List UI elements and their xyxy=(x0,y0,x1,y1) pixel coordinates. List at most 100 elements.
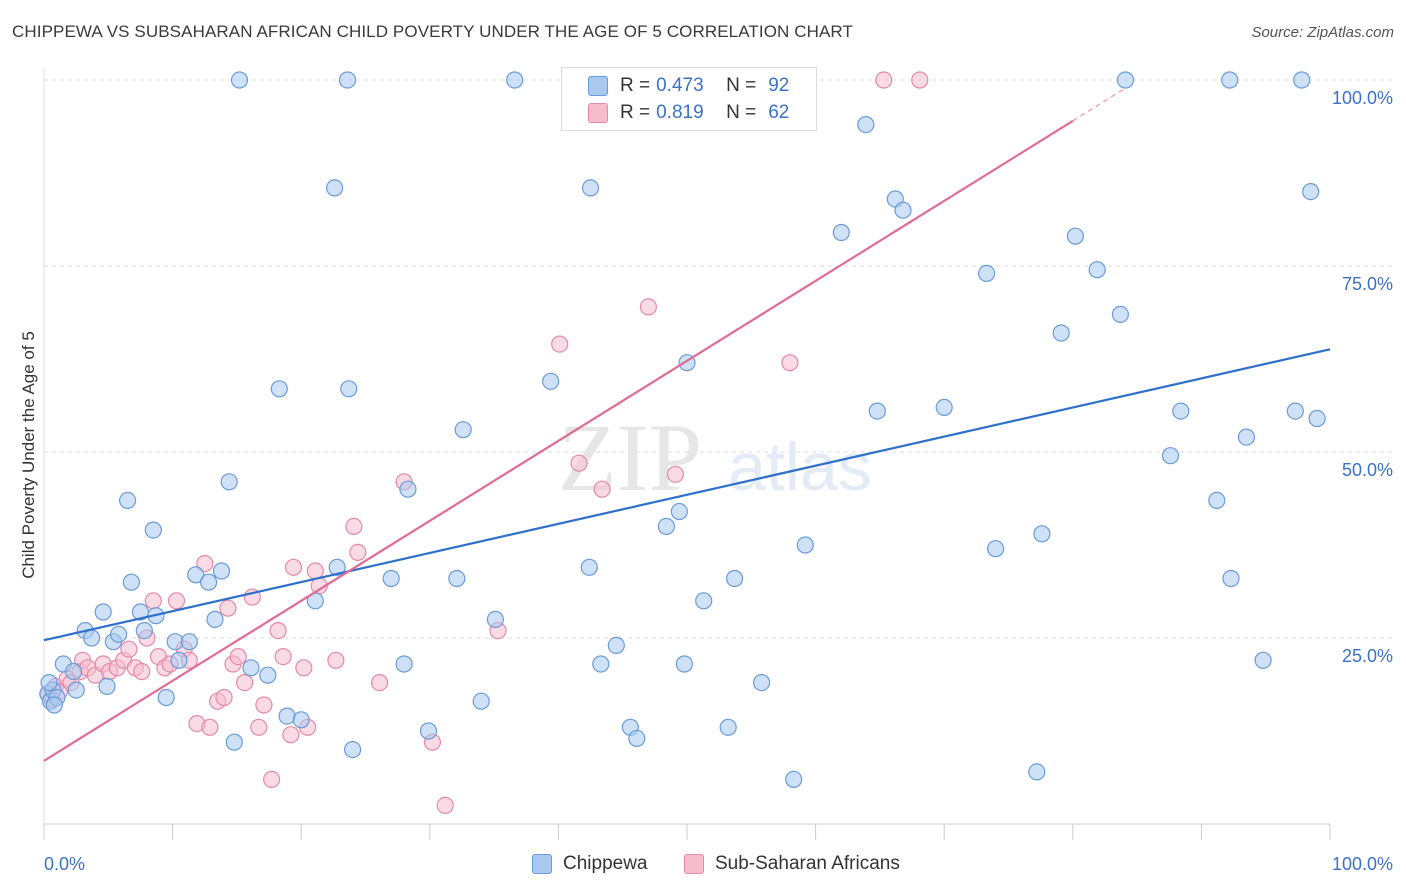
chippewa-point xyxy=(67,681,85,699)
legend-label-subsaharan: Sub-Saharan Africans xyxy=(715,853,900,874)
chippewa-point xyxy=(419,722,438,740)
subsaharan-point xyxy=(436,796,454,815)
subsaharan-point xyxy=(327,651,345,669)
chippewa-point xyxy=(1116,71,1135,89)
chippewa-point xyxy=(270,380,288,398)
chippewa-point xyxy=(506,71,524,89)
subsaharan-point xyxy=(345,517,363,536)
subsaharan-point xyxy=(219,599,237,617)
chippewa-point xyxy=(399,480,417,498)
subsaharan-point xyxy=(875,71,893,89)
points-layer xyxy=(39,71,1326,815)
chippewa-point xyxy=(472,692,490,710)
chippewa-point xyxy=(486,610,504,629)
chippewa-point xyxy=(1222,569,1240,588)
trend-layer xyxy=(43,88,1331,762)
legend-label-chippewa: Chippewa xyxy=(563,853,648,874)
chippewa-point xyxy=(832,223,850,242)
chippewa-point xyxy=(64,662,83,681)
y-axis-label: Child Poverty Under the Age of 5 xyxy=(19,331,38,579)
chippewa-point xyxy=(340,380,358,398)
chippewa-point xyxy=(1254,651,1272,669)
subsaharan-trend-extension xyxy=(1072,88,1125,122)
chippewa-point xyxy=(1052,324,1070,342)
legend-swatch-subsaharan xyxy=(588,103,608,123)
chippewa-point xyxy=(1028,763,1046,781)
subsaharan-point xyxy=(284,558,303,576)
chippewa-point xyxy=(1088,261,1106,279)
subsaharan-point xyxy=(666,465,685,483)
legend-n-value-chippewa: 92 xyxy=(768,75,790,96)
axis-layer: 25.0% 50.0% 75.0% 100.0% 0.0% 100.0% xyxy=(43,68,1393,874)
subsaharan-point xyxy=(229,647,247,666)
chippewa-point xyxy=(1308,409,1326,428)
chippewa-point xyxy=(977,264,996,282)
chippewa-point xyxy=(670,502,688,521)
series-legend-chippewa: Chippewa xyxy=(532,851,648,877)
subsaharan-point xyxy=(167,592,186,610)
chippewa-point xyxy=(338,71,357,89)
chippewa-point xyxy=(725,569,744,588)
chippewa-point xyxy=(796,536,814,554)
subsaharan-point xyxy=(250,718,268,736)
chippewa-point xyxy=(187,566,205,584)
subsaharan-point xyxy=(236,673,254,692)
legend-swatch-chippewa xyxy=(588,76,608,96)
chippewa-point xyxy=(1208,491,1226,509)
subsaharan-point xyxy=(255,696,273,714)
chippewa-point xyxy=(935,398,953,416)
chippewa-point xyxy=(200,573,218,591)
subsaharan-point xyxy=(282,726,300,744)
chippewa-point xyxy=(1286,402,1304,420)
subsaharan-point xyxy=(196,554,214,573)
chippewa-point xyxy=(675,655,694,673)
chippewa-point xyxy=(344,740,362,759)
chippewa-point xyxy=(1302,183,1320,201)
chippewa-point xyxy=(454,421,472,439)
x-tick-label: 100.0% xyxy=(1332,854,1393,874)
chippewa-point xyxy=(542,372,560,390)
legend-row-subsaharan: R = 0.819 N = 62 xyxy=(588,100,789,126)
chippewa-point xyxy=(326,179,344,197)
chippewa-point xyxy=(45,696,63,714)
y-tick-label: 100.0% xyxy=(1332,88,1393,108)
legend-swatch-chippewa xyxy=(532,854,552,874)
chippewa-point xyxy=(592,655,610,673)
chippewa-point xyxy=(122,573,140,591)
chippewa-point xyxy=(220,473,238,491)
subsaharan-point xyxy=(215,688,233,707)
chippewa-point xyxy=(1111,305,1130,323)
legend-swatch-subsaharan xyxy=(684,854,704,874)
chippewa-point xyxy=(157,688,175,707)
subsaharan-point xyxy=(201,718,219,736)
chippewa-point xyxy=(328,558,346,576)
grid-layer xyxy=(44,79,1394,639)
subsaharan-point xyxy=(911,71,929,89)
chippewa-point xyxy=(580,558,598,576)
chippewa-point xyxy=(98,677,116,696)
chippewa-point xyxy=(170,651,188,669)
chippewa-point xyxy=(206,610,224,629)
subsaharan-point xyxy=(269,621,287,640)
chippewa-point xyxy=(448,569,466,588)
chippewa-point xyxy=(657,517,676,536)
chippewa-point xyxy=(1221,71,1239,89)
chippewa-point xyxy=(628,729,646,748)
subsaharan-point xyxy=(274,647,292,666)
chippewa-point xyxy=(278,707,296,725)
subsaharan-point xyxy=(570,454,588,472)
chippewa-point xyxy=(894,201,912,219)
chippewa-point xyxy=(242,659,260,677)
chippewa-point xyxy=(1161,447,1180,465)
subsaharan-point xyxy=(144,592,162,610)
legend-row-chippewa: R = 0.473 N = 92 xyxy=(588,73,789,99)
legend-r-value-chippewa: 0.473 xyxy=(656,75,704,96)
subsaharan-point xyxy=(371,673,389,692)
legend-n-label: N = xyxy=(726,102,757,123)
x-tick-label: 0.0% xyxy=(44,854,85,874)
subsaharan-point xyxy=(120,640,138,658)
watermark-atlas: atlas xyxy=(728,429,872,505)
chippewa-point xyxy=(94,603,112,621)
chippewa-point xyxy=(118,491,137,509)
